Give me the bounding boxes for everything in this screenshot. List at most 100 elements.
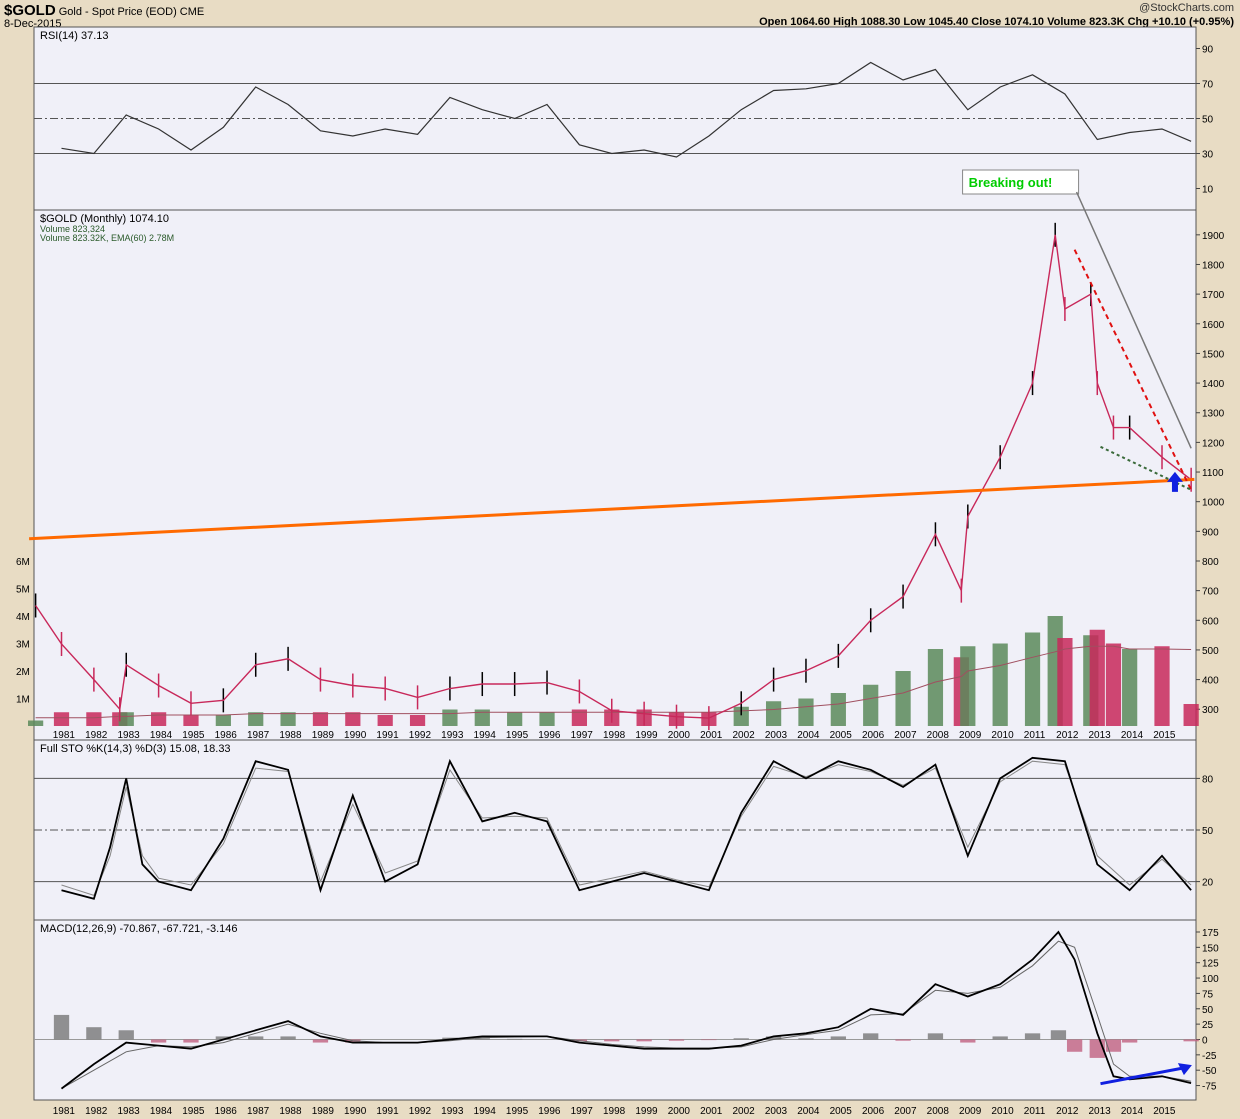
y-tick-label: 1500 <box>1202 349 1225 360</box>
x-tick-label: 1997 <box>571 730 594 741</box>
volume-legend: Volume 823,324 <box>40 224 105 234</box>
x-tick-label: 2006 <box>862 1106 885 1117</box>
volume-bar <box>927 649 944 726</box>
price-line <box>35 234 1192 719</box>
volume-bar <box>798 698 814 726</box>
y-tick-label: 500 <box>1202 646 1219 657</box>
x-tick-label: 2007 <box>894 730 917 741</box>
volume-bar <box>1105 643 1122 726</box>
y-tick-label: 900 <box>1202 527 1219 538</box>
macd-histogram-bar <box>150 1039 167 1043</box>
x-tick-label: 2003 <box>765 1106 788 1117</box>
macd-signal-line <box>61 940 1192 1090</box>
y-tick-label: 20 <box>1202 878 1214 889</box>
y-tick-label: 0 <box>1202 1035 1208 1046</box>
volume-bar <box>151 712 167 726</box>
x-tick-label: 1995 <box>506 1106 529 1117</box>
y-tick-label: 50 <box>1202 115 1214 126</box>
volume-bar <box>28 720 44 726</box>
x-tick-label: 1982 <box>85 730 108 741</box>
volume-tick-label: 5M <box>16 585 30 596</box>
panel-legend: $GOLD (Monthly) 1074.10 <box>40 213 169 225</box>
y-tick-label: 175 <box>1202 928 1219 939</box>
volume-bar <box>312 712 329 726</box>
x-tick-label: 2011 <box>1024 730 1046 741</box>
x-tick-label: 1998 <box>603 1106 626 1117</box>
arrowhead-icon <box>1177 1063 1192 1076</box>
x-tick-label: 2015 <box>1153 1106 1176 1117</box>
rsi-line <box>61 61 1192 158</box>
x-tick-label: 1986 <box>215 730 238 741</box>
macd-histogram-bar <box>1122 1039 1138 1043</box>
x-tick-label: 1991 <box>376 1106 399 1117</box>
x-tick-label: 1987 <box>247 1106 270 1117</box>
annotation-pointer <box>1075 191 1192 449</box>
y-tick-label: 50 <box>1202 826 1214 837</box>
macd-histogram-bar <box>215 1036 231 1040</box>
watermark: @StockCharts.com <box>1139 2 1234 14</box>
volume-tick-label: 6M <box>16 557 30 568</box>
x-tick-label: 2013 <box>1089 730 1112 741</box>
x-tick-label: 1988 <box>279 730 302 741</box>
x-tick-label: 1983 <box>117 1106 140 1117</box>
volume-bar <box>863 684 879 726</box>
y-tick-label: 1700 <box>1202 290 1225 301</box>
y-tick-label: 1000 <box>1202 498 1225 509</box>
y-tick-label: 700 <box>1202 587 1219 598</box>
x-tick-label: 2010 <box>991 730 1014 741</box>
x-tick-label: 2011 <box>1024 1106 1046 1117</box>
macd-histogram-bar <box>863 1033 879 1040</box>
x-tick-label: 2002 <box>732 730 755 741</box>
volume-bar <box>377 715 393 726</box>
volume-bar <box>1089 629 1105 726</box>
y-tick-label: 10 <box>1202 185 1214 196</box>
y-tick-label: 1400 <box>1202 379 1225 390</box>
volume-bar <box>442 709 458 726</box>
volume-bar <box>765 701 782 726</box>
x-tick-label: 1984 <box>150 1106 173 1117</box>
volume-tick-label: 3M <box>16 640 30 651</box>
x-tick-label: 2002 <box>732 1106 755 1117</box>
x-tick-label: 1992 <box>409 730 432 741</box>
volume-bar <box>1057 638 1073 726</box>
x-tick-label: 2004 <box>797 730 820 741</box>
x-tick-label: 2007 <box>894 1106 917 1117</box>
y-tick-label: 400 <box>1202 676 1219 687</box>
x-tick-label: 1985 <box>182 730 205 741</box>
volume-ema-legend: Volume 823.32K, EMA(60) 2.78M <box>40 233 174 243</box>
y-tick-label: -75 <box>1202 1082 1217 1093</box>
annotation-label: Breaking out! <box>969 175 1053 190</box>
x-tick-label: 1983 <box>117 730 140 741</box>
macd-histogram-bar <box>668 1039 685 1041</box>
x-tick-label: 1984 <box>150 730 173 741</box>
y-tick-label: 1600 <box>1202 320 1225 331</box>
annotation-box <box>962 169 1080 195</box>
y-tick-label: 75 <box>1202 989 1214 1000</box>
chart-exchange: CME <box>179 6 205 18</box>
x-tick-label: 2012 <box>1056 1106 1079 1117</box>
x-tick-label: 2005 <box>830 1106 853 1117</box>
x-tick-label: 2010 <box>991 1106 1014 1117</box>
x-tick-label: 1989 <box>312 1106 335 1117</box>
y-tick-label: 25 <box>1202 1020 1214 1031</box>
volume-bar <box>86 712 102 726</box>
x-tick-label: 1996 <box>538 730 561 741</box>
macd-histogram-bar <box>701 1039 717 1041</box>
x-tick-label: 2000 <box>668 1106 691 1117</box>
x-tick-label: 2000 <box>668 730 691 741</box>
x-tick-label: 1988 <box>279 1106 302 1117</box>
panel-legend: Full STO %K(14,3) %D(3) 15.08, 18.33 <box>40 743 231 755</box>
macd-divergence-arrow <box>1100 1065 1189 1086</box>
x-tick-label: 1981 <box>53 730 76 741</box>
x-tick-label: 2001 <box>700 730 723 741</box>
y-tick-label: 1200 <box>1202 438 1225 449</box>
volume-bar <box>1154 646 1170 726</box>
x-tick-label: 1993 <box>441 730 464 741</box>
volume-bar <box>1122 649 1138 726</box>
x-tick-label: 1997 <box>571 1106 594 1117</box>
volume-tick-label: 1M <box>16 695 30 706</box>
volume-bar <box>345 712 361 726</box>
y-tick-label: 90 <box>1202 45 1214 56</box>
x-tick-label: 1999 <box>635 730 658 741</box>
